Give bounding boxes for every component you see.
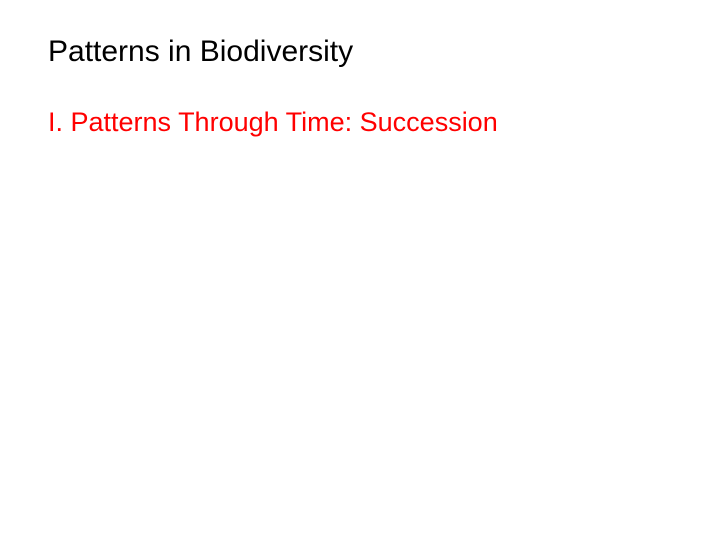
- slide-title: Patterns in Biodiversity: [48, 32, 672, 71]
- slide-subtitle: I. Patterns Through Time: Succession: [48, 105, 672, 140]
